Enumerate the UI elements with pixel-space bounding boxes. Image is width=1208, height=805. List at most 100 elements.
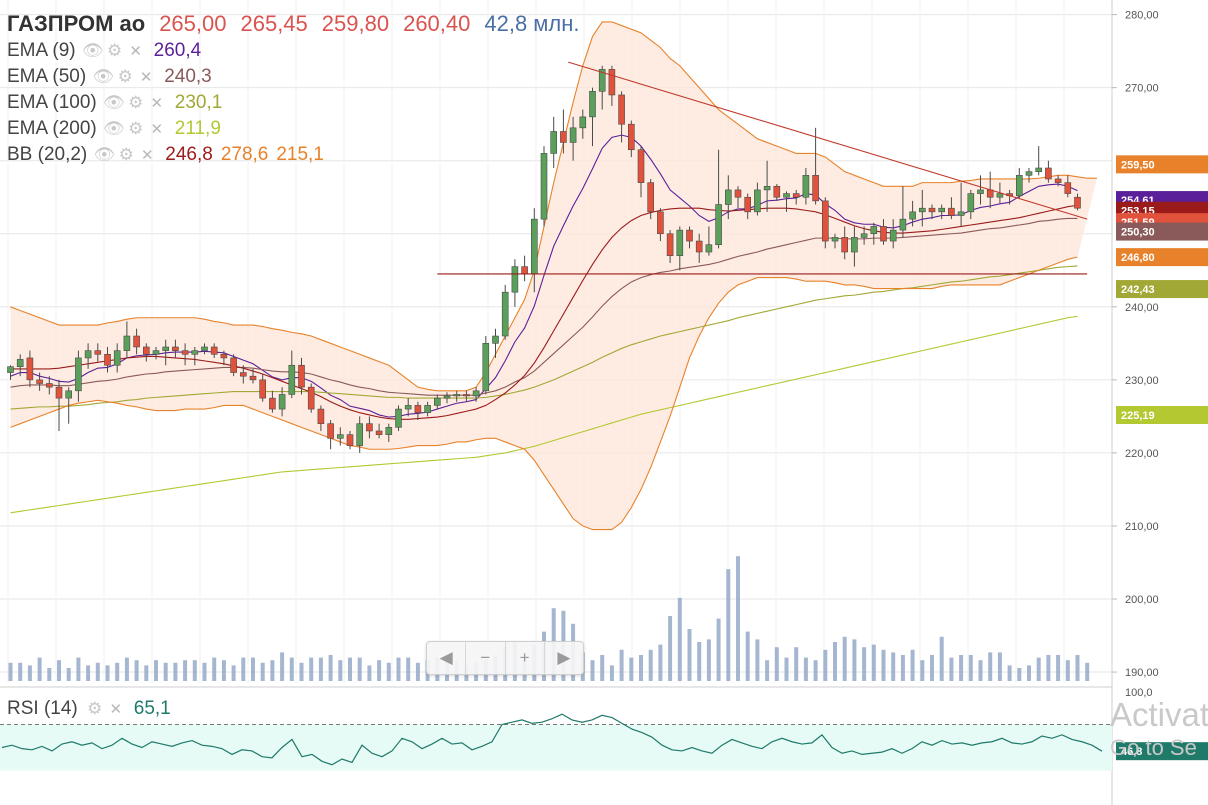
scroll-left-button[interactable]: ◀ [427, 642, 467, 674]
volume-bar [891, 652, 896, 681]
candle-body [7, 366, 14, 373]
candle-body [16, 359, 24, 368]
candle-body [404, 405, 412, 410]
gear-icon[interactable]: ⚙ [87, 699, 103, 718]
eye-icon[interactable]: 👁 [92, 67, 114, 86]
volume-bar [949, 657, 954, 681]
candle-body [240, 372, 247, 377]
close-icon[interactable]: ✕ [129, 43, 142, 60]
volume-bar [309, 657, 314, 681]
rsi-value: 65,1 [133, 698, 171, 719]
volume-bar [192, 660, 197, 681]
candle-body [492, 335, 499, 344]
candle-body [792, 193, 800, 198]
close-icon[interactable]: ✕ [150, 95, 164, 112]
volume-bar [95, 662, 100, 681]
series-line [10, 256, 1078, 531]
volume-bar [920, 660, 925, 681]
candle-body [36, 379, 43, 384]
volume-bar [338, 660, 343, 681]
volume-bar [959, 655, 964, 681]
candle-body [162, 346, 169, 351]
volume-bar [154, 660, 158, 681]
candle-body [94, 350, 102, 355]
candle-body [501, 291, 509, 337]
volume-bar [1027, 665, 1031, 681]
candle-body [579, 116, 587, 129]
eye-icon[interactable]: 👁 [93, 145, 116, 164]
close-icon[interactable]: ✕ [139, 69, 153, 86]
candle-body [589, 91, 596, 118]
close-icon[interactable]: ✕ [150, 121, 164, 138]
volume-bar [377, 660, 382, 681]
candle-body [744, 196, 752, 213]
candle-body [133, 335, 140, 348]
close-icon[interactable]: ✕ [109, 701, 123, 718]
eye-icon[interactable]: 👁 [102, 119, 125, 138]
candle-body [424, 405, 431, 414]
candle-body [210, 346, 218, 355]
price-tag [1116, 405, 1208, 424]
eye-icon[interactable]: 👁 [81, 41, 104, 60]
gear-icon[interactable]: ⚙ [118, 145, 134, 164]
candle-body [695, 240, 703, 253]
scroll-right-button[interactable]: ▶ [545, 642, 583, 674]
volume-bar [124, 657, 129, 681]
volume-bar [367, 665, 372, 681]
gear-icon[interactable]: ⚙ [107, 41, 123, 60]
candle-body [346, 434, 354, 446]
high-value: 265,45 [240, 11, 308, 36]
eye-icon[interactable]: 👁 [102, 93, 125, 112]
gear-icon[interactable]: ⚙ [117, 67, 133, 86]
candle-body [657, 211, 664, 235]
volume-bar [8, 662, 13, 681]
chevron-left-icon: ◀ [439, 648, 453, 667]
indicator-row: BB (20,2) 👁 ⚙ ✕ 246,8 278,6 215,1 [7, 142, 580, 168]
low-value: 259,80 [321, 11, 390, 36]
volume-bar [803, 657, 808, 681]
volume-bar [784, 657, 789, 681]
tick-label: 280,00 [1125, 10, 1159, 22]
volume-bar [27, 665, 32, 681]
volume-bar [212, 657, 217, 681]
volume-bar [765, 660, 770, 681]
candle-body [618, 94, 625, 125]
volume-bar [988, 652, 993, 681]
close-icon[interactable]: ✕ [140, 147, 154, 164]
candle-body [511, 266, 519, 293]
volume-bar [833, 642, 837, 681]
candle-body [812, 175, 819, 202]
volume-bar [231, 665, 236, 681]
volume-bar [386, 662, 391, 681]
volume-bar [619, 649, 624, 681]
candle-body [220, 353, 228, 359]
candle-body [84, 350, 92, 359]
zoom-out-button[interactable]: − [466, 642, 506, 674]
volume-bar [406, 657, 411, 681]
volume-bar [978, 660, 983, 681]
volume-bar [173, 662, 178, 681]
candle-body [996, 193, 1004, 198]
gear-icon[interactable]: ⚙ [128, 93, 144, 112]
candle-body [26, 357, 34, 381]
volume-bar [910, 649, 915, 681]
volume-bar [1046, 655, 1051, 681]
tick-label: 240,00 [1125, 302, 1159, 314]
zoom-in-button[interactable]: + [506, 642, 545, 674]
price-tag-label: 250,30 [1121, 227, 1155, 239]
activation-watermark: Activat Go to Se [1110, 695, 1208, 761]
volume-bar [86, 665, 91, 681]
indicator-row: EMA (50) 👁 ⚙ ✕ 240,3 [7, 64, 580, 90]
candle-body [889, 229, 897, 242]
gear-icon[interactable]: ⚙ [128, 119, 144, 138]
indicator-row: EMA (100) 👁 ⚙ ✕ 230,1 [7, 90, 580, 116]
volume-bar [183, 660, 188, 681]
rsi-top-label: 100,0 [1125, 687, 1153, 699]
series-line [10, 21, 1097, 392]
tick-label: 210,00 [1125, 521, 1159, 533]
candle-body [433, 397, 441, 406]
candlesticks [7, 65, 1081, 453]
candle-body [918, 207, 926, 213]
price-tag-label: 259,50 [1121, 159, 1155, 171]
